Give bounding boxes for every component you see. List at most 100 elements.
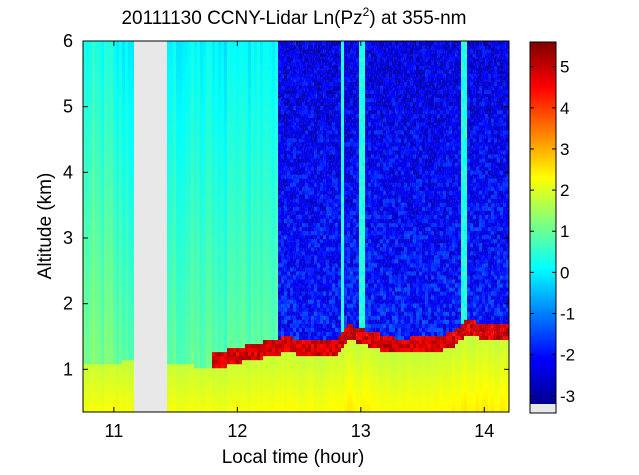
heatmap-cell xyxy=(128,331,132,336)
heatmap-cell xyxy=(224,41,228,46)
heatmap-cell xyxy=(104,202,108,207)
heatmap-cell xyxy=(86,258,90,264)
heatmap-cell xyxy=(116,242,120,248)
heatmap-cell xyxy=(230,109,234,115)
heatmap-cell xyxy=(125,266,129,272)
heatmap-cell xyxy=(95,170,99,175)
heatmap-cell xyxy=(101,355,105,361)
heatmap-cell xyxy=(158,315,162,320)
heatmap-cell xyxy=(116,105,120,111)
heatmap-cell xyxy=(83,347,87,353)
heatmap-cell xyxy=(101,206,105,211)
heatmap-cell xyxy=(173,270,177,276)
heatmap-cell xyxy=(176,383,180,389)
heatmap-cell xyxy=(185,295,189,300)
heatmap-cell xyxy=(221,315,225,320)
heatmap-cell xyxy=(98,351,102,357)
heatmap-cell xyxy=(209,97,213,103)
heatmap-cell xyxy=(167,73,171,78)
heatmap-cell xyxy=(215,117,219,123)
heatmap-cell xyxy=(86,145,90,151)
heatmap-cell xyxy=(236,270,240,276)
heatmap-cell xyxy=(113,355,117,361)
heatmap-cell xyxy=(149,351,153,357)
heatmap-cell xyxy=(161,73,165,78)
heatmap-cell xyxy=(230,391,234,397)
heatmap-cell xyxy=(110,387,114,393)
heatmap-cell xyxy=(212,105,216,111)
heatmap-cell xyxy=(206,351,210,357)
heatmap-cell xyxy=(170,363,174,369)
heatmap-cell xyxy=(140,242,144,248)
heatmap-cell xyxy=(206,319,210,324)
heatmap-cell xyxy=(218,41,222,46)
heatmap-cell xyxy=(107,295,111,300)
heatmap-cell xyxy=(125,391,129,397)
heatmap-cell xyxy=(140,89,144,95)
heatmap-cell xyxy=(146,335,150,341)
heatmap-cell xyxy=(140,145,144,151)
heatmap-cell xyxy=(194,311,198,316)
heatmap-cell xyxy=(221,69,225,74)
heatmap-cell xyxy=(134,286,138,292)
heatmap-cell xyxy=(230,355,234,361)
heatmap-cell xyxy=(107,49,111,54)
heatmap-cell xyxy=(134,113,138,119)
heatmap-cell xyxy=(101,367,105,373)
heatmap-cell xyxy=(227,101,231,107)
heatmap-cell xyxy=(194,57,198,62)
heatmap-cell xyxy=(152,375,156,381)
heatmap-cell xyxy=(239,246,243,252)
heatmap-cell xyxy=(128,153,132,159)
heatmap-cell xyxy=(128,395,132,401)
heatmap-cell xyxy=(161,129,165,135)
heatmap-cell xyxy=(206,121,210,127)
heatmap-cell xyxy=(140,407,144,412)
heatmap-cell xyxy=(173,161,177,167)
heatmap-cell xyxy=(164,202,168,207)
heatmap-cell xyxy=(134,335,138,341)
heatmap-cell xyxy=(128,85,132,90)
heatmap-cell xyxy=(230,57,234,62)
heatmap-cell xyxy=(113,125,117,131)
heatmap-cell xyxy=(149,327,153,332)
heatmap-cell xyxy=(179,101,183,107)
heatmap-cell xyxy=(134,226,138,232)
heatmap-cell xyxy=(179,335,183,341)
heatmap-cell xyxy=(176,375,180,381)
heatmap-cell xyxy=(143,246,147,252)
heatmap-cell xyxy=(170,137,174,143)
heatmap-cell xyxy=(92,230,96,236)
heatmap-cell xyxy=(155,117,159,123)
heatmap-cell xyxy=(137,278,141,284)
heatmap-cell xyxy=(86,282,90,288)
heatmap-cell xyxy=(131,291,135,296)
heatmap-cell xyxy=(215,133,219,139)
heatmap-cell xyxy=(173,327,177,332)
heatmap-cell xyxy=(185,113,189,119)
heatmap-cell xyxy=(131,343,135,349)
heatmap-cell xyxy=(164,129,168,135)
heatmap-cell xyxy=(161,375,165,381)
heatmap-cell xyxy=(95,89,99,95)
heatmap-cell xyxy=(212,230,216,236)
heatmap-cell xyxy=(167,149,171,155)
heatmap-cell xyxy=(242,407,246,412)
heatmap-cell xyxy=(194,282,198,288)
heatmap-cell xyxy=(161,81,165,86)
heatmap-cell xyxy=(173,89,177,95)
heatmap-cell xyxy=(239,230,243,236)
heatmap-cell xyxy=(89,282,93,288)
heatmap-cell xyxy=(227,254,231,260)
heatmap-cell xyxy=(230,351,234,357)
heatmap-cell xyxy=(143,250,147,256)
heatmap-cell xyxy=(83,307,87,312)
heatmap-cell xyxy=(149,395,153,401)
heatmap-cell xyxy=(188,266,192,272)
heatmap-cell xyxy=(215,141,219,147)
heatmap-cell xyxy=(227,395,231,401)
heatmap-cell xyxy=(197,77,201,82)
heatmap-cell xyxy=(86,182,90,187)
heatmap-cell xyxy=(182,250,186,256)
heatmap-cell xyxy=(194,367,198,373)
